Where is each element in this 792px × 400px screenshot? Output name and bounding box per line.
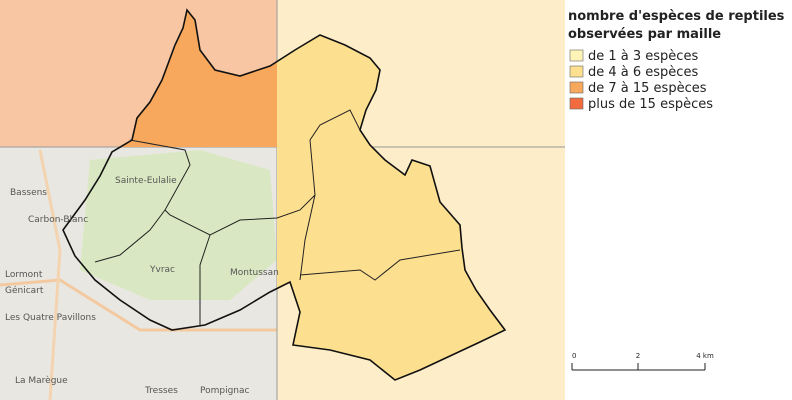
place-label: Tresses — [144, 386, 178, 396]
legend-title: observées par maille — [568, 27, 721, 42]
place-label: Carbon-Blanc — [28, 215, 88, 225]
place-label: Montussan — [230, 268, 279, 278]
legend-label: plus de 15 espèces — [588, 97, 713, 112]
commune-outline — [62, 8, 507, 381]
legend-swatch — [569, 97, 584, 110]
legend: nombre d'espèces de reptiles observées pa… — [568, 9, 785, 112]
legend-title: nombre d'espèces de reptiles — [568, 9, 785, 24]
scale-label: 2 — [636, 352, 640, 360]
place-label: Yvrac — [149, 265, 175, 275]
legend-swatch — [569, 65, 584, 78]
road — [0, 278, 277, 332]
legend-label: de 4 à 6 espèces — [588, 65, 698, 80]
road — [38, 149, 62, 400]
place-label: Les Quatre Pavillons — [5, 313, 96, 323]
commune-cell-mid — [277, 35, 505, 380]
scale-bar — [571, 363, 706, 371]
legend-label: de 1 à 3 espèces — [588, 49, 698, 64]
place-label: Lormont — [5, 270, 43, 280]
legend-swatch — [569, 81, 584, 94]
place-label: La Marègue — [15, 375, 68, 386]
place-label: Génicart — [5, 285, 44, 296]
commune-boundaries — [94, 109, 461, 325]
legend-swatch — [569, 49, 584, 62]
scale-label: 0 — [572, 352, 576, 360]
commune-cell-high — [120, 10, 277, 147]
place-label: Sainte-Eulalie — [115, 176, 177, 186]
place-label: Bassens — [10, 188, 47, 198]
place-label: Pompignac — [200, 386, 250, 396]
legend-background — [565, 0, 792, 400]
legend-label: de 7 à 15 espèces — [588, 81, 707, 96]
scale-label: 4 km — [696, 352, 714, 360]
basemap-green — [80, 150, 277, 300]
commune-area — [62, 8, 507, 381]
